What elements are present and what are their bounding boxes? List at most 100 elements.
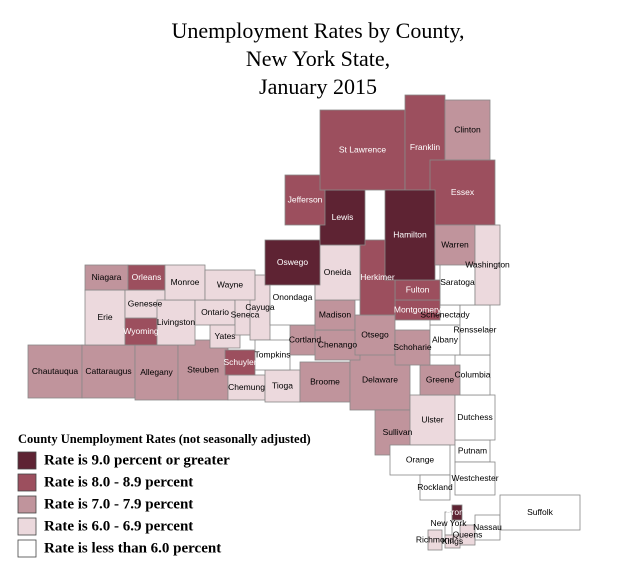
county bbox=[299, 361, 351, 403]
legend-label: Rate is 9.0 percent or greater bbox=[44, 452, 230, 468]
county bbox=[419, 364, 461, 396]
county-label: Bronx bbox=[446, 507, 469, 517]
county-label: Rensselaer bbox=[454, 324, 497, 334]
county bbox=[177, 339, 229, 401]
county bbox=[204, 269, 256, 301]
county-label: Chautauqua bbox=[32, 366, 79, 376]
county-label: Genesee bbox=[128, 298, 163, 308]
county bbox=[434, 224, 476, 266]
county bbox=[314, 244, 361, 301]
county bbox=[314, 299, 356, 331]
county-label: Seneca bbox=[231, 309, 260, 319]
county-label: Hamilton bbox=[393, 229, 427, 239]
legend-swatch bbox=[17, 495, 37, 514]
county bbox=[454, 461, 496, 496]
county bbox=[264, 369, 301, 403]
county-label: Ulster bbox=[421, 414, 443, 424]
county-label: Oswego bbox=[277, 257, 308, 267]
county bbox=[454, 354, 491, 396]
county-label: Washington bbox=[465, 259, 510, 269]
county-label: New York bbox=[431, 518, 468, 528]
county-label: Orleans bbox=[132, 272, 162, 282]
county-label: Schoharie bbox=[393, 342, 432, 352]
legend-label: Rate is 7.0 - 7.9 percent bbox=[44, 496, 193, 512]
county bbox=[409, 394, 456, 446]
county-label: Montgomery bbox=[394, 304, 442, 314]
county-label: Schuyler bbox=[223, 357, 256, 367]
county-label: Franklin bbox=[410, 142, 441, 152]
county-label: Oneida bbox=[324, 267, 352, 277]
county-label: Rockland bbox=[417, 482, 453, 492]
county-label: Albany bbox=[432, 334, 459, 344]
county-label: Schenectady bbox=[420, 309, 470, 319]
legend-label: Rate is less than 6.0 percent bbox=[44, 540, 221, 556]
county bbox=[474, 514, 501, 541]
county-label: Saratoga bbox=[440, 277, 475, 287]
county-label: Steuben bbox=[187, 364, 219, 374]
county-label: Cattaraugus bbox=[85, 366, 131, 376]
county-label: Suffolk bbox=[527, 507, 554, 517]
county-label: Nassau bbox=[473, 522, 502, 532]
county bbox=[319, 189, 366, 246]
county-label: Niagara bbox=[92, 272, 122, 282]
county bbox=[454, 394, 496, 441]
county bbox=[394, 329, 431, 366]
legend-label: Rate is 6.0 - 6.9 percent bbox=[44, 518, 193, 534]
county-label: Tioga bbox=[272, 380, 293, 390]
county-label: Dutchess bbox=[457, 412, 492, 422]
county bbox=[84, 264, 129, 291]
county-label: Warren bbox=[441, 239, 469, 249]
title-line: New York State, bbox=[246, 46, 390, 71]
county-label: Wyoming bbox=[123, 326, 159, 336]
title-line: Unemployment Rates by County, bbox=[171, 18, 464, 43]
county-label: Putnam bbox=[458, 445, 487, 455]
county-label: Queens bbox=[453, 529, 483, 539]
county-label: Lewis bbox=[332, 212, 354, 222]
title-line: January 2015 bbox=[259, 74, 377, 99]
county bbox=[389, 444, 451, 476]
county bbox=[474, 224, 501, 306]
county-label: Herkimer bbox=[360, 272, 395, 282]
county bbox=[227, 374, 266, 401]
county bbox=[209, 324, 241, 349]
county-label: Monroe bbox=[171, 277, 200, 287]
county-label: Allegany bbox=[140, 367, 173, 377]
county-label: Chemung bbox=[228, 382, 265, 392]
county bbox=[27, 344, 83, 399]
county-label: Jefferson bbox=[288, 194, 323, 204]
county bbox=[284, 174, 326, 226]
county-label: Broome bbox=[310, 376, 340, 386]
county-label: Chenango bbox=[318, 339, 358, 349]
county bbox=[314, 329, 361, 361]
county-label: Yates bbox=[214, 331, 235, 341]
county-label: Clinton bbox=[454, 124, 481, 134]
county bbox=[419, 474, 451, 501]
county-label: St Lawrence bbox=[339, 144, 387, 154]
legend-swatch bbox=[17, 451, 37, 470]
county-label: Onondaga bbox=[273, 292, 313, 302]
county bbox=[499, 494, 581, 531]
county bbox=[124, 317, 158, 346]
county bbox=[127, 264, 166, 291]
county-label: Columbia bbox=[455, 369, 491, 379]
county-label: Otsego bbox=[361, 329, 389, 339]
county-label: Cortland bbox=[289, 334, 321, 344]
county-label: Wayne bbox=[217, 279, 243, 289]
county-label: Essex bbox=[451, 187, 475, 197]
county-label: Ontario bbox=[201, 307, 229, 317]
legend-swatch bbox=[17, 473, 37, 492]
county-label: Kings bbox=[442, 536, 463, 546]
county-label: Madison bbox=[319, 309, 351, 319]
legend-swatch bbox=[17, 517, 37, 536]
county-label: Tompkins bbox=[255, 349, 291, 359]
county bbox=[319, 109, 406, 191]
county-label: Fulton bbox=[406, 284, 430, 294]
county bbox=[429, 324, 461, 356]
county-label: Delaware bbox=[362, 374, 398, 384]
county bbox=[264, 239, 321, 286]
legend-label: Rate is 8.0 - 8.9 percent bbox=[44, 474, 193, 490]
county-label: Livingston bbox=[157, 317, 196, 327]
county-label: Westchester bbox=[451, 473, 498, 483]
county bbox=[459, 304, 491, 356]
county-label: Orange bbox=[406, 454, 435, 464]
